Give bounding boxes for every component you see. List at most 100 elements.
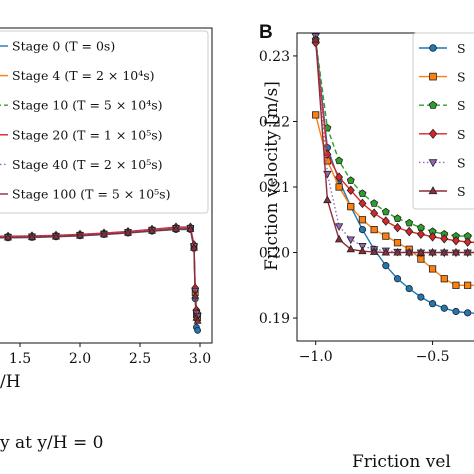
panel-b-series-4-point-3 <box>346 236 355 245</box>
panel-b-series-5-point-13 <box>463 247 472 256</box>
panel-b-series-3-point-13 <box>463 237 472 247</box>
panel-a-legend-entry-4: Stage 40 (T = 2 × 10⁵s) <box>0 157 163 172</box>
panel-b-series-5-point-4 <box>358 246 367 255</box>
panel-b-series-5-point-6 <box>381 247 391 256</box>
panel-b-series-5-point-8 <box>405 247 414 256</box>
panel-b-series-0-point-10 <box>428 300 437 308</box>
panel-b-series-1 <box>312 111 474 289</box>
panel-b-series-3-point-9 <box>416 229 425 239</box>
panel-b-y-tick-label-1: 0.20 <box>259 246 290 262</box>
panel-b-series-1-point-13 <box>464 281 472 289</box>
panel-b-series-3-point-12 <box>451 235 460 246</box>
panel-b-y-axis-label: Friction velocity [m/s] <box>262 81 282 271</box>
panel-a-x-ticks: 1.5 2.0 2.5 3.0 <box>9 343 211 367</box>
panel-a-legend-box <box>0 30 209 214</box>
panel-b-legend-label-0: S <box>457 41 466 56</box>
panel-a-series-0-line <box>0 228 199 331</box>
panel-b-series-3-point-4 <box>358 198 367 209</box>
panel-a-series-5-point-5 <box>100 229 108 238</box>
panel-a-legend-entry-2: Stage 10 (T = 5 × 10⁴s) <box>0 98 163 113</box>
panel-a-legend-label-0: Stage 0 (T = 0s) <box>12 39 115 54</box>
panel-b-series-0-point-7 <box>393 275 402 283</box>
panel-b-series-5-point-10 <box>428 247 437 256</box>
panel-b-legend-entry-2: S <box>419 98 466 113</box>
panel-b-legend-swatch-marker-3 <box>428 128 438 139</box>
panel-b-legend-label-4: S <box>457 155 466 170</box>
panel-b-series-1-point-11 <box>440 275 448 283</box>
panel-b-series-1-point-4 <box>358 216 367 224</box>
panel-b-y-ticks: 0.19 0.20 0.21 0.22 0.23 <box>259 49 297 327</box>
panel-a-frame-rect <box>0 27 213 344</box>
panel-b-x-ticks: −1.0 −0.5 <box>299 341 450 365</box>
panel-b-series-2-point-4 <box>358 189 367 197</box>
panel-a-series-5-point-1 <box>4 233 12 241</box>
panel-a-legend: Stage 0 (T = 0s) Stage 4 (T = 2 × 10⁴s) St… <box>0 30 209 214</box>
panel-b-series-2-point-5 <box>370 199 379 207</box>
panel-b-series-0-point-12 <box>452 307 460 316</box>
panel-b-series-5-point-2 <box>334 234 344 243</box>
panel-b-legend-box <box>412 32 474 210</box>
panel-b-series-1-point-3 <box>347 203 355 211</box>
panel-b-series-5-point-3 <box>346 244 355 253</box>
panel-a-axes-frame <box>0 27 213 344</box>
panel-b-series-5-point-5 <box>369 247 379 255</box>
panel-a-series-2-line <box>0 226 199 315</box>
panel-b-series-0-point-6 <box>382 262 390 270</box>
panel-b-legend-label-3: S <box>457 127 466 142</box>
panel-b-legend-swatch-marker-2 <box>428 100 438 109</box>
panel-b-legend-swatch-marker-1 <box>429 72 437 81</box>
panel-b-legend-label-5: S <box>457 184 466 199</box>
panel-b-series <box>311 33 474 317</box>
panel-b-series-3-point-8 <box>405 226 414 237</box>
panel-a-x-axis-label: /H <box>0 372 21 392</box>
panel-a-legend-entry-1: Stage 4 (T = 2 × 10⁴s) <box>0 68 155 83</box>
panel-b-series-2-line <box>315 39 474 237</box>
panel-b-series-3-point-11 <box>440 233 449 244</box>
panel-a-legend-label-5: Stage 100 (T = 5 × 10⁵s) <box>12 187 170 202</box>
panel-b-series-5-point-11 <box>440 247 449 256</box>
panel-b-series-0-point-13 <box>464 309 472 317</box>
panel-b-series-3-point-10 <box>428 232 437 242</box>
panel-a: 1.5 2.0 2.5 3.0 Stage 0 (T = 0s) Stage 4 (T … <box>0 27 213 453</box>
panel-b-legend-entry-3: S <box>419 127 466 142</box>
panel-a-series-5-line <box>0 228 199 322</box>
panel-b-series-1-point-12 <box>452 281 460 289</box>
panel-a-series-5-point-3 <box>52 232 60 240</box>
panel-b-series-0-point-11 <box>440 304 448 312</box>
panel-b-legend-swatch-marker-0 <box>429 44 437 52</box>
panel-b-legend-entry-1: S <box>419 70 466 85</box>
panel-a-series-5-point-2 <box>28 232 36 240</box>
panel-a-legend-entry-3: Stage 20 (T = 1 × 10⁵s) <box>0 127 163 142</box>
panel-b-x-tick-label-1: −0.5 <box>416 349 450 365</box>
panel-b-x-axis-label: Friction vel <box>352 452 451 472</box>
panel-b-series-3-point-5 <box>370 208 379 218</box>
panel-a-series-0 <box>0 226 202 334</box>
panel-b-series-3-point-7 <box>393 222 402 233</box>
panel-b-series-1-point-10 <box>428 265 437 273</box>
panel-a-caption: y at y/H = 0 <box>0 433 103 453</box>
panel-b-legend-entry-0: S <box>419 41 466 56</box>
panel-b-series-5 <box>311 34 474 256</box>
panel-b-series-5-point-7 <box>393 247 402 256</box>
panel-b-letter: B <box>259 22 273 43</box>
panel-b-legend-label-1: S <box>457 70 466 85</box>
panel-a-series-0-point-13 <box>194 326 202 334</box>
panel-a-series-5-point-13 <box>193 316 202 324</box>
panel-a-series-5-point-11 <box>191 291 200 299</box>
panel-b-y-tick-label-4: 0.23 <box>259 49 290 65</box>
panel-a-x-tick-label-2: 2.5 <box>129 351 151 367</box>
panel-b-legend-swatch-marker-4 <box>428 159 438 168</box>
panel-b-series-3-point-2 <box>335 172 344 182</box>
panel-b-series-3 <box>311 38 474 247</box>
panel-b-series-1-point-2 <box>335 183 343 191</box>
panel-b-y-tick-label-2: 0.21 <box>259 180 290 196</box>
panel-b-series-1-point-0 <box>312 111 320 119</box>
panel-a-series-5-point-6 <box>124 228 132 236</box>
panel-a-series-5-point-9 <box>186 224 195 232</box>
panel-b-series-5-point-1 <box>323 195 332 204</box>
panel-a-series-1-line <box>0 227 199 319</box>
panel-a-legend-label-3: Stage 20 (T = 1 × 10⁵s) <box>12 127 163 142</box>
